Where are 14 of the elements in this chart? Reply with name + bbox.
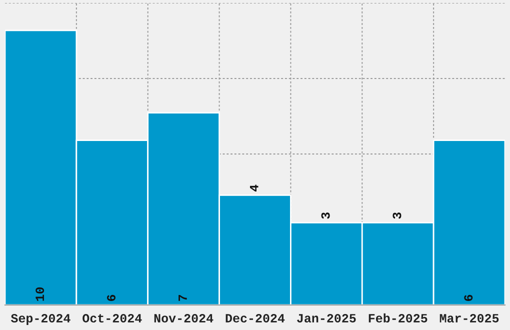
data-label: 4 [250,184,258,192]
data-label: 6 [107,294,116,301]
data-label: 7 [178,295,187,301]
data-label: 3 [321,212,330,219]
x-tick-label: Mar-2025 [440,314,499,323]
x-tick-label: Oct-2024 [82,314,142,323]
x-tick-label: Feb-2025 [368,313,428,323]
data-label: 10 [36,287,44,301]
x-tick-label: Dec-2024 [226,314,285,323]
data-label: 3 [392,212,402,219]
data-label: 6 [464,294,473,301]
x-tick-label: Sep-2024 [10,314,70,325]
x-tick-label: Jan-2025 [297,314,356,323]
x-tick-label: Nov-2024 [154,314,214,323]
